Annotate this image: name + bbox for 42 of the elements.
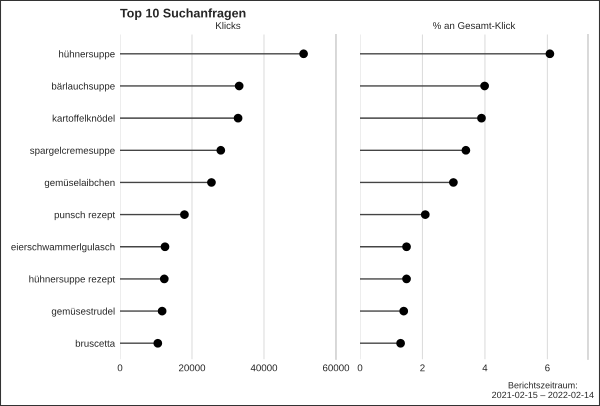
point bbox=[160, 274, 169, 284]
y-tick-label: bruscetta bbox=[76, 340, 116, 347]
point bbox=[546, 49, 554, 58]
point bbox=[396, 338, 405, 348]
point bbox=[158, 306, 166, 316]
y-tick-label: bärlauchsuppe bbox=[52, 82, 115, 92]
x-tick-label: 20000 bbox=[178, 364, 206, 372]
chart-title: Top 10 Suchanfragen bbox=[120, 8, 246, 20]
point bbox=[180, 210, 189, 219]
x-tick-label: 6 bbox=[545, 364, 550, 372]
y-tick-label: hühnersuppe rezept bbox=[29, 275, 116, 284]
x-tick-label: 4 bbox=[482, 364, 488, 372]
point bbox=[399, 306, 408, 316]
x-tick-label: 2 bbox=[420, 364, 425, 372]
point bbox=[480, 82, 489, 90]
y-tick-label: punsch rezept bbox=[54, 211, 116, 220]
y-tick-label: hühnersuppe bbox=[59, 50, 115, 60]
point bbox=[402, 274, 411, 284]
point bbox=[299, 49, 308, 58]
point bbox=[477, 114, 486, 122]
point bbox=[207, 178, 216, 187]
x-tick-label: 0 bbox=[118, 364, 122, 372]
text: Berichtszeitraum: 2021-02-15 – 2022-02-14 bbox=[492, 382, 594, 398]
x-tick-label: 60000 bbox=[322, 364, 350, 372]
point bbox=[402, 242, 411, 252]
y-tick-label: gemüsestrudel bbox=[52, 308, 114, 317]
point bbox=[234, 114, 242, 122]
point bbox=[216, 146, 226, 155]
chart-subtitle: Klicks bbox=[216, 22, 240, 30]
x-tick-label: 40000 bbox=[250, 364, 278, 372]
y-tick-label: spargelcremesuppe bbox=[30, 146, 115, 156]
point bbox=[160, 242, 170, 252]
y-tick-label: eierschwammerlgulasch bbox=[11, 243, 115, 252]
y-tick-label: kartoffelknödel bbox=[52, 114, 114, 122]
point bbox=[449, 178, 458, 187]
x-tick-label: 0 bbox=[358, 364, 362, 372]
point bbox=[234, 82, 244, 90]
point bbox=[153, 338, 162, 348]
y-tick-label: gemüselaibchen bbox=[44, 178, 115, 188]
point bbox=[462, 146, 470, 155]
point bbox=[420, 210, 430, 219]
chart-subtitle: % an Gesamt-Klick bbox=[433, 22, 516, 30]
